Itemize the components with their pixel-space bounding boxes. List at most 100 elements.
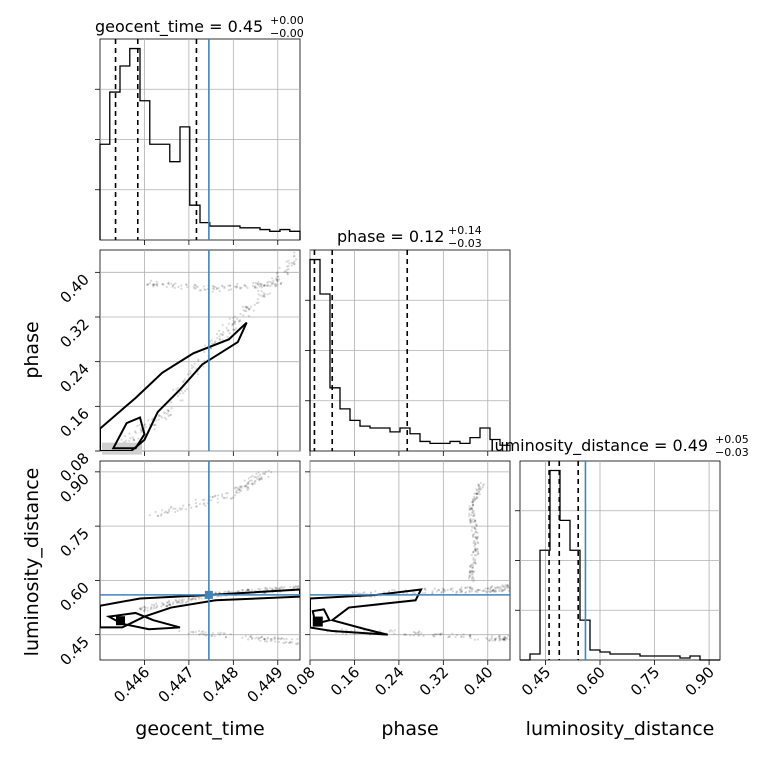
dist-vs-time-lower-point-9 xyxy=(200,630,203,633)
dist-vs-time-track-point-154 xyxy=(168,603,171,606)
dist-vs-time-lower-point-16 xyxy=(248,635,251,638)
phase-vs-time-branch-point-48 xyxy=(156,284,159,287)
dist-vs-phase-lower-point-99 xyxy=(502,638,505,641)
phase-vs-time-track-point-190 xyxy=(247,315,251,318)
dist-vs-phase-track-point-126 xyxy=(374,590,377,593)
phase-vs-time-track-point-70 xyxy=(124,435,127,438)
dist-vs-time-upper-point-88 xyxy=(245,482,249,486)
dist-vs-phase-vertical-point-142 xyxy=(475,492,478,495)
phase-vs-time-branch-point-108 xyxy=(155,282,159,286)
dist-vs-time-lower-point-66 xyxy=(250,637,254,641)
dist-vs-phase-track-point-11 xyxy=(499,586,502,589)
dist-vs-phase-lower-point-32 xyxy=(345,632,348,635)
dist-vs-time-track-point-107 xyxy=(296,586,299,589)
dist-vs-time-lower-point-57 xyxy=(290,641,294,644)
dist-vs-phase-lower-point-105 xyxy=(504,637,507,640)
dist-vs-phase-lower-point-5 xyxy=(469,634,472,637)
ytick-label-phase-4: 0.40 xyxy=(56,270,92,306)
dist-vs-time-track-point-73 xyxy=(245,589,248,592)
phase-vs-time-branch-point-33 xyxy=(262,284,266,288)
dist-vs-phase-track-point-88 xyxy=(454,592,458,595)
dist-vs-time-lower-point-73 xyxy=(178,630,181,633)
dist-vs-time-lower-point-17 xyxy=(250,636,253,639)
dist-vs-time-upper-point-55 xyxy=(163,511,166,514)
dist-vs-phase-vertical-point-93 xyxy=(470,566,474,569)
dist-vs-phase-vertical-point-156 xyxy=(474,549,477,552)
phase-vs-time-track-point-39 xyxy=(203,350,206,354)
dist-vs-time-track-point-166 xyxy=(178,598,181,601)
phase-vs-time-track-point-177 xyxy=(157,418,160,421)
dist-vs-phase-lower-point-13 xyxy=(455,633,459,637)
dist-vs-phase-lower-point-91 xyxy=(432,635,435,638)
dist-vs-time-upper-point-74 xyxy=(203,498,206,501)
phase-vs-time-track-point-94 xyxy=(185,388,189,391)
dist-vs-time-track-point-147 xyxy=(153,605,156,608)
phase-vs-time-track-point-6 xyxy=(239,319,242,322)
dist-vs-phase-vertical-point-42 xyxy=(467,514,471,518)
dist-vs-phase-lower-point-80 xyxy=(503,637,506,641)
xlabel-phase: phase xyxy=(381,718,438,740)
dist-vs-phase-vertical-point-147 xyxy=(476,536,479,540)
phase-vs-time-branch-point-4 xyxy=(229,284,232,287)
phase-vs-time-track-point-106 xyxy=(186,373,190,376)
phase-vs-time-branch-point-77 xyxy=(223,285,226,288)
dist-vs-phase-track-point-150 xyxy=(485,590,488,593)
dist-vs-phase-track-point-137 xyxy=(444,589,447,593)
dist-vs-time-track-point-191 xyxy=(143,608,147,611)
dist-vs-phase-vertical-point-97 xyxy=(474,528,478,531)
dist-vs-phase-lower-point-15 xyxy=(488,639,491,642)
phase-vs-time-branch-point-73 xyxy=(221,285,224,288)
phase-vs-time-branch-point-79 xyxy=(223,286,226,290)
dist-vs-time-upper-point-97 xyxy=(156,514,159,517)
phase-vs-time-branch-point-30 xyxy=(152,285,155,288)
dist-vs-time-lower-point-78 xyxy=(263,638,267,641)
dist-vs-phase-track-point-49 xyxy=(503,586,506,590)
dist-vs-time-upper-point-13 xyxy=(260,476,263,479)
phase-vs-time-track-point-76 xyxy=(190,367,194,370)
dist-vs-phase-track-point-48 xyxy=(489,590,492,594)
phase-vs-time-track-point-25 xyxy=(166,409,169,412)
dist-vs-time-track-point-7 xyxy=(247,588,250,592)
dist-vs-time-track-point-33 xyxy=(150,603,154,606)
dist-vs-phase-vertical-point-77 xyxy=(473,497,476,500)
phase-vs-time-branch-point-18 xyxy=(240,286,243,289)
dist-vs-time-upper-point-109 xyxy=(229,497,232,500)
phase-vs-time-track-point-118 xyxy=(275,275,279,278)
phase-vs-time-track-point-112 xyxy=(290,264,293,267)
dist-vs-time-track-point-153 xyxy=(167,603,170,607)
dist-vs-time-track-point-152 xyxy=(161,601,164,605)
dist-vs-phase-track-point-71 xyxy=(437,589,440,592)
phase-vs-time-track-point-215 xyxy=(246,306,249,309)
dist-vs-phase-vertical-point-76 xyxy=(474,519,477,522)
dist-vs-time-lower-point-3 xyxy=(273,636,276,639)
dist-vs-phase-lower-point-38 xyxy=(503,635,507,639)
dist-vs-phase-lower-point-98 xyxy=(486,637,489,641)
xlabel-luminosity-distance: luminosity_distance xyxy=(526,718,715,740)
dist-vs-phase-track-point-143 xyxy=(460,586,463,589)
dist-vs-phase-contour-inner xyxy=(311,608,331,626)
dist-vs-phase-vertical-point-10 xyxy=(469,521,472,524)
dist-vs-phase-vertical-point-118 xyxy=(470,519,473,523)
title-geocent-time-lower: −0.00 xyxy=(270,27,304,40)
phase-vs-time-track-point-8 xyxy=(285,271,288,274)
dist-vs-phase-track-point-10 xyxy=(506,585,510,588)
dist-vs-phase-track-point-40 xyxy=(459,589,462,592)
phase-vs-time-track-point-183 xyxy=(179,399,182,402)
dist-vs-phase-track-point-128 xyxy=(464,590,468,594)
xtick-label-geocent_time-1: 0.447 xyxy=(155,663,198,706)
dist-vs-phase-track-point-12 xyxy=(464,586,467,589)
phase-vs-time-branch-point-60 xyxy=(257,281,260,284)
dist-vs-time-upper-point-115 xyxy=(239,485,242,488)
dist-vs-time-upper-point-89 xyxy=(233,487,236,490)
dist-vs-time-track-point-141 xyxy=(258,588,262,591)
dist-vs-phase-track-point-159 xyxy=(449,588,452,591)
dist-vs-phase-track-point-2 xyxy=(489,590,492,594)
dist-vs-phase-track-point-38 xyxy=(487,590,490,593)
dist-vs-phase-vertical-point-90 xyxy=(472,498,475,501)
phase-vs-time-track-point-125 xyxy=(293,260,296,263)
dist-vs-phase-track-point-96 xyxy=(455,590,458,593)
dist-vs-phase-track-point-20 xyxy=(351,591,355,595)
dist-vs-phase-lower-point-20 xyxy=(433,635,436,638)
title-geocent-time-main: geocent_time = 0.45 xyxy=(95,17,263,37)
phase-vs-time-track-point-182 xyxy=(293,251,296,254)
